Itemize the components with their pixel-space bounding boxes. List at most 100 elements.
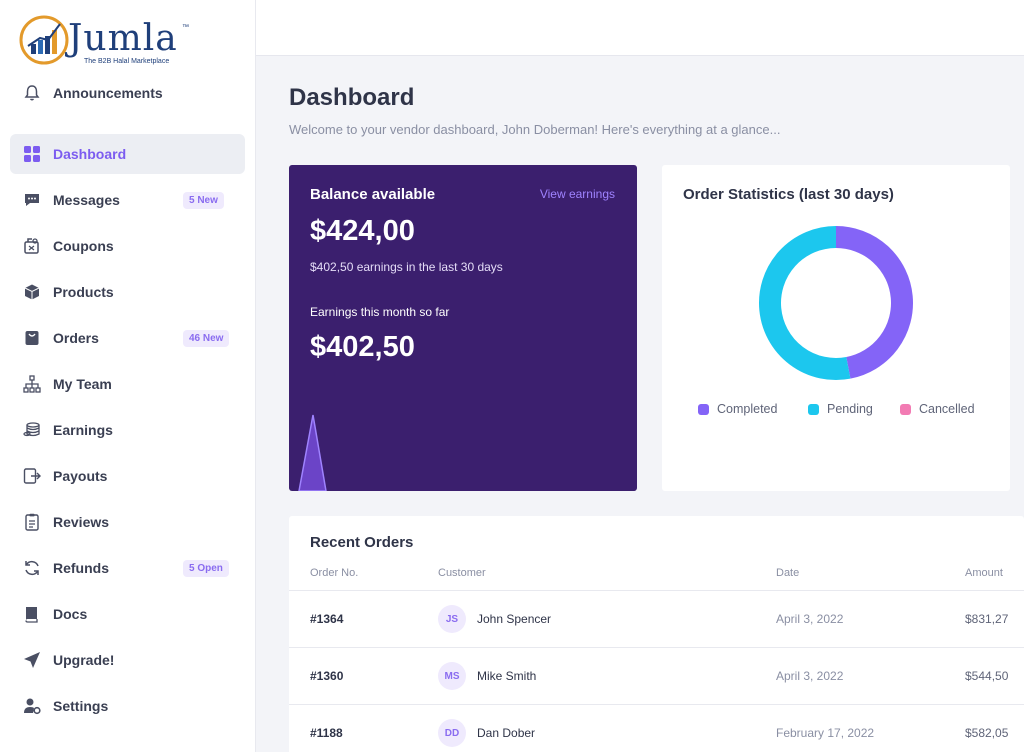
bell-icon: [22, 83, 42, 103]
legend-label: Cancelled: [919, 402, 975, 416]
customer-name: Dan Dober: [477, 726, 536, 740]
column-header-order-no[interactable]: Order No.: [310, 567, 359, 579]
sidebar-item-dashboard[interactable]: Dashboard: [10, 134, 245, 174]
legend-pending[interactable]: Pending: [808, 402, 873, 416]
refresh-icon: [22, 558, 42, 578]
table-row[interactable]: #1364 JS John Spencer April 3, 2022 $831…: [289, 590, 1024, 647]
chart-legend: Completed Pending Cancelled: [662, 402, 1010, 418]
sidebar-item-docs[interactable]: Docs: [10, 594, 245, 634]
sidebar-item-my-team[interactable]: My Team: [10, 364, 245, 404]
box-icon: [22, 282, 42, 302]
messages-badge: 5 New: [183, 191, 224, 209]
balance-card: Balance available View earnings $424,00 …: [289, 165, 637, 491]
refunds-badge: 5 Open: [183, 559, 229, 577]
sidebar-item-label: Orders: [53, 330, 99, 346]
sidebar-item-label: Earnings: [53, 422, 113, 438]
order-statistics-donut: [759, 226, 913, 380]
sidebar-item-upgrade[interactable]: Upgrade!: [10, 640, 245, 680]
avatar: DD: [438, 719, 466, 747]
avatar: MS: [438, 662, 466, 690]
column-header-date[interactable]: Date: [776, 567, 800, 579]
view-earnings-link[interactable]: View earnings: [539, 187, 615, 201]
legend-label: Completed: [717, 402, 778, 416]
table-row[interactable]: #1188 DD Dan Dober February 17, 2022 $58…: [289, 704, 1024, 752]
sidebar-item-label: Refunds: [53, 560, 109, 576]
book-icon: [22, 604, 42, 624]
recent-orders-card: Recent Orders Order No. Customer Date Am…: [289, 516, 1024, 752]
sidebar-item-coupons[interactable]: Coupons: [10, 226, 245, 266]
order-statistics-card: Order Statistics (last 30 days) Complete…: [662, 165, 1010, 491]
top-bar: [256, 0, 1024, 56]
sidebar-item-products[interactable]: Products: [10, 272, 245, 312]
clipboard-icon: [22, 512, 42, 532]
logo-tagline: The B2B Halal Marketplace: [84, 58, 170, 65]
order-number: #1188: [310, 726, 343, 740]
page-subtitle: Welcome to your vendor dashboard, John D…: [289, 122, 781, 137]
recent-orders-title: Recent Orders: [310, 534, 414, 551]
donut-slice-completed[interactable]: [835, 226, 913, 379]
balance-amount: $424,00: [310, 215, 415, 247]
orders-badge: 46 New: [183, 329, 230, 347]
customer-name: Mike Smith: [477, 669, 537, 683]
sidebar-item-label: Messages: [53, 192, 120, 208]
column-header-amount[interactable]: Amount: [965, 567, 1003, 579]
order-amount: $831,27: [965, 612, 1009, 626]
order-date: April 3, 2022: [776, 669, 844, 683]
sidebar-item-label: Settings: [53, 698, 109, 714]
month-earnings-amount: $402,50: [310, 331, 415, 363]
order-number: #1360: [310, 669, 344, 683]
customer-name: John Spencer: [477, 612, 552, 626]
coupon-icon: [22, 236, 42, 256]
sidebar-item-label: Payouts: [53, 468, 108, 484]
balance-title: Balance available: [310, 186, 436, 203]
legend-swatch: [900, 403, 911, 415]
order-date: April 3, 2022: [776, 612, 844, 626]
legend-swatch: [808, 403, 819, 415]
balance-subtext: $402,50 earnings in the last 30 days: [310, 260, 503, 274]
sidebar-item-label: Products: [53, 284, 114, 300]
order-amount: $582,05: [965, 726, 1009, 740]
donut-slice-pending[interactable]: [759, 226, 851, 380]
sidebar-item-label: Docs: [53, 606, 88, 622]
grid-icon: [22, 144, 42, 164]
legend-label: Pending: [827, 402, 873, 416]
sidebar-item-announcements[interactable]: Announcements: [10, 73, 245, 113]
sidebar-item-earnings[interactable]: Earnings: [10, 410, 245, 450]
page-title: Dashboard: [289, 84, 415, 111]
avatar: JS: [438, 605, 466, 633]
org-chart-icon: [22, 374, 42, 394]
sidebar-item-label: Coupons: [53, 238, 114, 254]
send-icon: [22, 650, 42, 670]
sidebar-item-label: My Team: [53, 376, 112, 392]
sidebar-item-label: Announcements: [53, 85, 163, 101]
sidebar-item-orders[interactable]: Orders 46 New: [10, 318, 245, 358]
sidebar-item-reviews[interactable]: Reviews: [10, 502, 245, 542]
legend-swatch: [698, 403, 709, 415]
bag-icon: [22, 328, 42, 348]
sidebar-item-label: Upgrade!: [53, 652, 115, 668]
order-number: #1364: [310, 612, 344, 626]
logo[interactable]: Jumla ™ The B2B Halal Marketplace: [18, 10, 198, 70]
logo-wordmark: Jumla: [68, 18, 178, 59]
sidebar-item-messages[interactable]: Messages 5 New: [10, 180, 245, 220]
order-date: February 17, 2022: [776, 726, 875, 740]
logo-tm: ™: [182, 24, 189, 31]
order-statistics-title: Order Statistics (last 30 days): [683, 186, 894, 203]
column-header-customer[interactable]: Customer: [438, 567, 486, 579]
payout-icon: [22, 466, 42, 486]
sidebar: Jumla ™ The B2B Halal Marketplace Announ…: [0, 0, 256, 752]
sidebar-item-payouts[interactable]: Payouts: [10, 456, 245, 496]
legend-completed[interactable]: Completed: [698, 402, 777, 416]
order-amount: $544,50: [965, 669, 1009, 683]
sidebar-item-label: Reviews: [53, 514, 110, 530]
user-gear-icon: [22, 696, 42, 716]
table-row[interactable]: #1360 MS Mike Smith April 3, 2022 $544,5…: [289, 647, 1024, 704]
logo-chart-icon: [19, 15, 69, 65]
month-earnings-label: Earnings this month so far: [310, 305, 450, 319]
coins-icon: [22, 420, 42, 440]
sidebar-item-settings[interactable]: Settings: [10, 686, 245, 726]
chat-icon: [22, 190, 42, 210]
earnings-sparkline: [298, 414, 327, 491]
legend-cancelled[interactable]: Cancelled: [900, 402, 975, 416]
sidebar-item-refunds[interactable]: Refunds 5 Open: [10, 548, 245, 588]
